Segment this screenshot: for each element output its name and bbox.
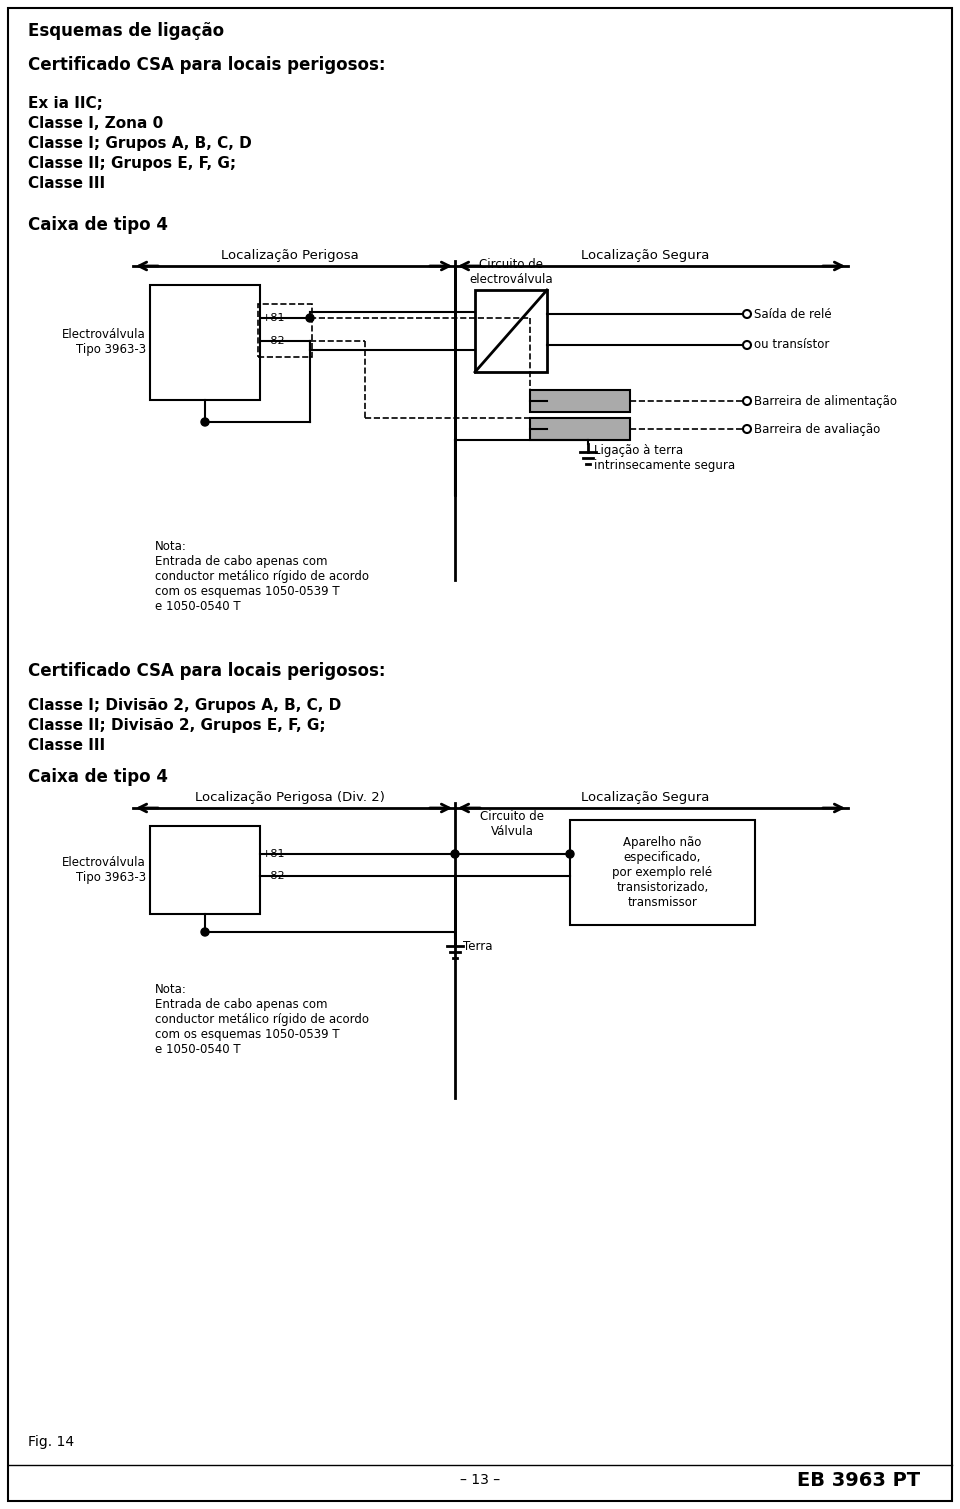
Text: Classe I, Zona 0: Classe I, Zona 0 <box>28 116 163 131</box>
Text: Saída de relé: Saída de relé <box>754 308 831 320</box>
Text: Electroválvula
Tipo 3963-3: Electroválvula Tipo 3963-3 <box>62 329 146 356</box>
Text: Localização Perigosa (Div. 2): Localização Perigosa (Div. 2) <box>195 791 385 804</box>
Text: Nota:
Entrada de cabo apenas com
conductor metálico rígido de acordo
com os esqu: Nota: Entrada de cabo apenas com conduct… <box>155 540 369 613</box>
Text: Localização Perigosa: Localização Perigosa <box>221 249 359 263</box>
Text: Esquemas de ligação: Esquemas de ligação <box>28 23 224 41</box>
Circle shape <box>743 341 751 349</box>
Text: EB 3963 PT: EB 3963 PT <box>797 1470 920 1489</box>
Text: Classe III: Classe III <box>28 738 106 753</box>
Text: +81: +81 <box>262 312 285 323</box>
Text: Electroválvula
Tipo 3963-3: Electroválvula Tipo 3963-3 <box>62 856 146 884</box>
Text: Classe I; Divisão 2, Grupos A, B, C, D: Classe I; Divisão 2, Grupos A, B, C, D <box>28 699 341 712</box>
Text: −82: −82 <box>262 337 286 346</box>
Text: Circuito de
electroválvula: Circuito de electroválvula <box>469 258 553 287</box>
Circle shape <box>451 850 459 859</box>
Text: Ex ia IIC;: Ex ia IIC; <box>28 97 103 112</box>
Bar <box>150 825 260 914</box>
Text: Caixa de tipo 4: Caixa de tipo 4 <box>28 216 168 234</box>
Text: ou transístor: ou transístor <box>754 338 829 352</box>
Text: – 13 –: – 13 – <box>460 1473 500 1486</box>
Circle shape <box>743 397 751 404</box>
Text: Localização Segura: Localização Segura <box>581 791 709 804</box>
Text: Nota:
Entrada de cabo apenas com
conductor metálico rígido de acordo
com os esqu: Nota: Entrada de cabo apenas com conduct… <box>155 982 369 1056</box>
Text: −82: −82 <box>262 871 286 881</box>
Text: Terra: Terra <box>463 940 492 954</box>
Text: Fig. 14: Fig. 14 <box>28 1435 74 1449</box>
Text: Classe II; Grupos E, F, G;: Classe II; Grupos E, F, G; <box>28 155 236 171</box>
Text: Certificado CSA para locais perigosos:: Certificado CSA para locais perigosos: <box>28 56 386 74</box>
Circle shape <box>743 426 751 433</box>
Text: Localização Segura: Localização Segura <box>581 249 709 263</box>
Bar <box>475 290 547 373</box>
Text: Certificado CSA para locais perigosos:: Certificado CSA para locais perigosos: <box>28 662 386 681</box>
Circle shape <box>306 314 314 321</box>
Text: Caixa de tipo 4: Caixa de tipo 4 <box>28 768 168 786</box>
Circle shape <box>201 418 209 426</box>
Text: Barreira de avaliação: Barreira de avaliação <box>754 423 880 436</box>
Bar <box>150 285 260 400</box>
Bar <box>530 418 630 441</box>
Text: Classe II; Divisão 2, Grupos E, F, G;: Classe II; Divisão 2, Grupos E, F, G; <box>28 718 325 733</box>
Bar <box>530 389 630 412</box>
Text: Barreira de alimentação: Barreira de alimentação <box>754 394 897 407</box>
Circle shape <box>743 309 751 318</box>
Bar <box>258 303 312 358</box>
Text: +81: +81 <box>262 850 285 859</box>
Text: Classe I; Grupos A, B, C, D: Classe I; Grupos A, B, C, D <box>28 136 252 151</box>
Circle shape <box>566 850 574 859</box>
Text: Classe III: Classe III <box>28 177 106 192</box>
Text: Ligação à terra
intrinsecamente segura: Ligação à terra intrinsecamente segura <box>594 444 735 472</box>
Text: Aparelho não
especificado,
por exemplo relé
transistorizado,
transmissor: Aparelho não especificado, por exemplo r… <box>612 836 712 908</box>
Circle shape <box>201 928 209 936</box>
Bar <box>570 819 755 925</box>
Text: Circuito de
Válvula: Circuito de Válvula <box>481 810 544 837</box>
